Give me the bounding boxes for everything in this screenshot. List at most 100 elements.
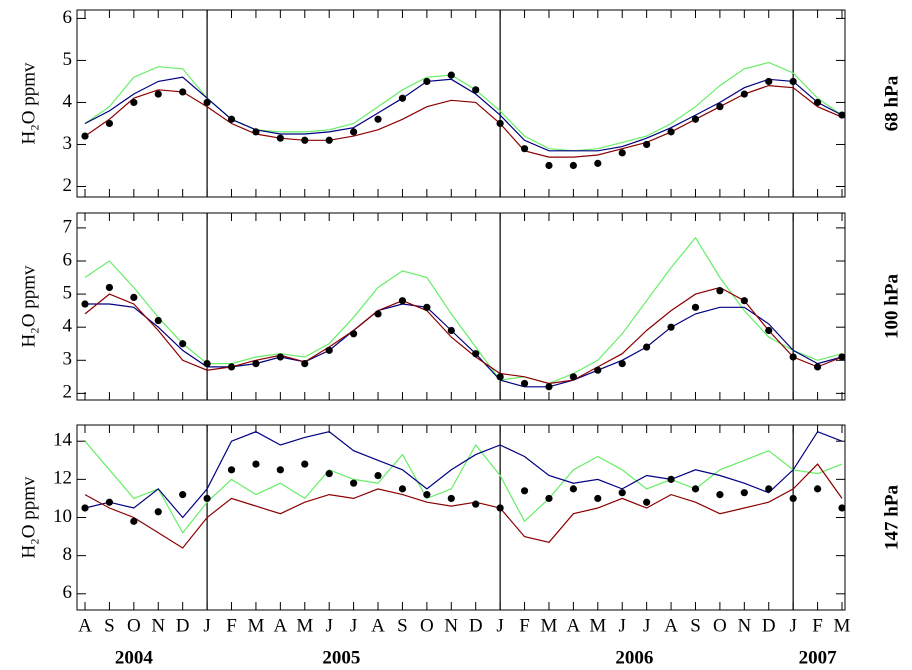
data-point (472, 500, 480, 508)
data-point (325, 470, 333, 478)
x-tick-label: A (664, 615, 678, 636)
data-point (398, 297, 407, 305)
y-tick-label: 6 (63, 582, 73, 603)
data-point (81, 504, 89, 512)
x-tick-label: J (619, 615, 626, 636)
data-point (301, 359, 309, 368)
data-point (496, 119, 504, 128)
pressure-label: 147 hPa (881, 485, 902, 550)
data-point (227, 115, 236, 123)
data-point (325, 136, 333, 144)
data-point (447, 326, 455, 335)
data-point (691, 303, 700, 311)
y-axis-label: H₂O ppmv (18, 476, 39, 559)
y-tick-label: 10 (53, 506, 72, 527)
series-line (84, 440, 843, 534)
data-point (472, 86, 480, 94)
x-tick-label: O (713, 615, 727, 636)
data-point (838, 504, 845, 512)
data-point (765, 326, 773, 335)
data-point (130, 293, 138, 301)
data-point (350, 128, 358, 136)
data-point (838, 353, 845, 361)
y-tick-label: 3 (63, 133, 73, 154)
series-line (84, 430, 843, 519)
data-point (789, 353, 797, 361)
data-point (594, 366, 602, 374)
data-point (594, 494, 602, 503)
x-tick-label: J (496, 615, 503, 636)
data-point (423, 77, 431, 86)
y-tick-label: 12 (53, 468, 72, 489)
series-line (85, 303, 843, 388)
data-point (276, 134, 284, 142)
data-point (227, 466, 236, 474)
x-tick-label: N (151, 615, 165, 636)
data-point (398, 94, 407, 102)
data-point (179, 340, 187, 348)
y-tick-label: 4 (63, 316, 73, 337)
data-point (252, 359, 260, 368)
data-point (618, 359, 626, 368)
data-point (813, 98, 822, 107)
data-point (374, 471, 382, 480)
x-tick-label: F (519, 615, 530, 636)
data-point (618, 489, 626, 497)
data-point (643, 343, 651, 351)
y-tick-label: 3 (63, 349, 73, 370)
data-point (276, 353, 284, 361)
x-tick-label: S (690, 615, 701, 636)
x-tick-label: A (567, 615, 581, 636)
data-point (789, 77, 797, 86)
x-tick-label: F (226, 615, 237, 636)
x-tick-label: N (737, 615, 751, 636)
x-tick-label: M (296, 615, 313, 636)
x-tick-label: S (104, 615, 115, 636)
data-point (813, 363, 822, 371)
data-point (325, 346, 333, 354)
x-tick-label: O (127, 615, 141, 636)
data-point (520, 145, 529, 153)
series-line (84, 84, 843, 158)
data-point (545, 494, 553, 503)
year-label: 2006 (615, 647, 653, 668)
data-point (179, 491, 187, 499)
data-point (789, 494, 797, 503)
series-line (84, 236, 843, 385)
y-tick-label: 6 (63, 7, 73, 28)
x-tick-label: J (203, 615, 210, 636)
y-tick-label: 5 (63, 49, 73, 70)
x-tick-label: J (643, 615, 650, 636)
data-point (423, 303, 431, 311)
x-tick-label: D (469, 615, 483, 636)
data-point (276, 466, 284, 474)
data-point (203, 494, 211, 503)
y-axis-label: H₂O ppmv (18, 265, 39, 348)
data-point (667, 475, 675, 483)
x-tick-label: A (273, 615, 287, 636)
plot-frame (76, 212, 846, 401)
x-tick-label: J (789, 615, 796, 636)
plot-frame (76, 424, 846, 611)
x-tick-label: M (589, 615, 606, 636)
data-point (740, 297, 748, 305)
y-tick-label: 6 (63, 249, 73, 270)
data-point (838, 111, 845, 119)
x-tick-label: N (444, 615, 458, 636)
data-point (740, 90, 748, 98)
data-point (496, 504, 504, 512)
y-tick-label: 7 (63, 216, 73, 237)
data-point (154, 316, 162, 325)
x-tick-label: D (176, 615, 190, 636)
y-tick-label: 8 (63, 544, 73, 565)
x-tick-label: J (325, 615, 332, 636)
pressure-label: 100 hPa (881, 274, 902, 339)
series-line (84, 463, 843, 549)
data-point (203, 359, 211, 368)
data-point (813, 485, 822, 493)
x-tick-label: S (397, 615, 408, 636)
data-point (447, 71, 455, 79)
data-point (569, 485, 577, 493)
data-point (227, 363, 236, 371)
